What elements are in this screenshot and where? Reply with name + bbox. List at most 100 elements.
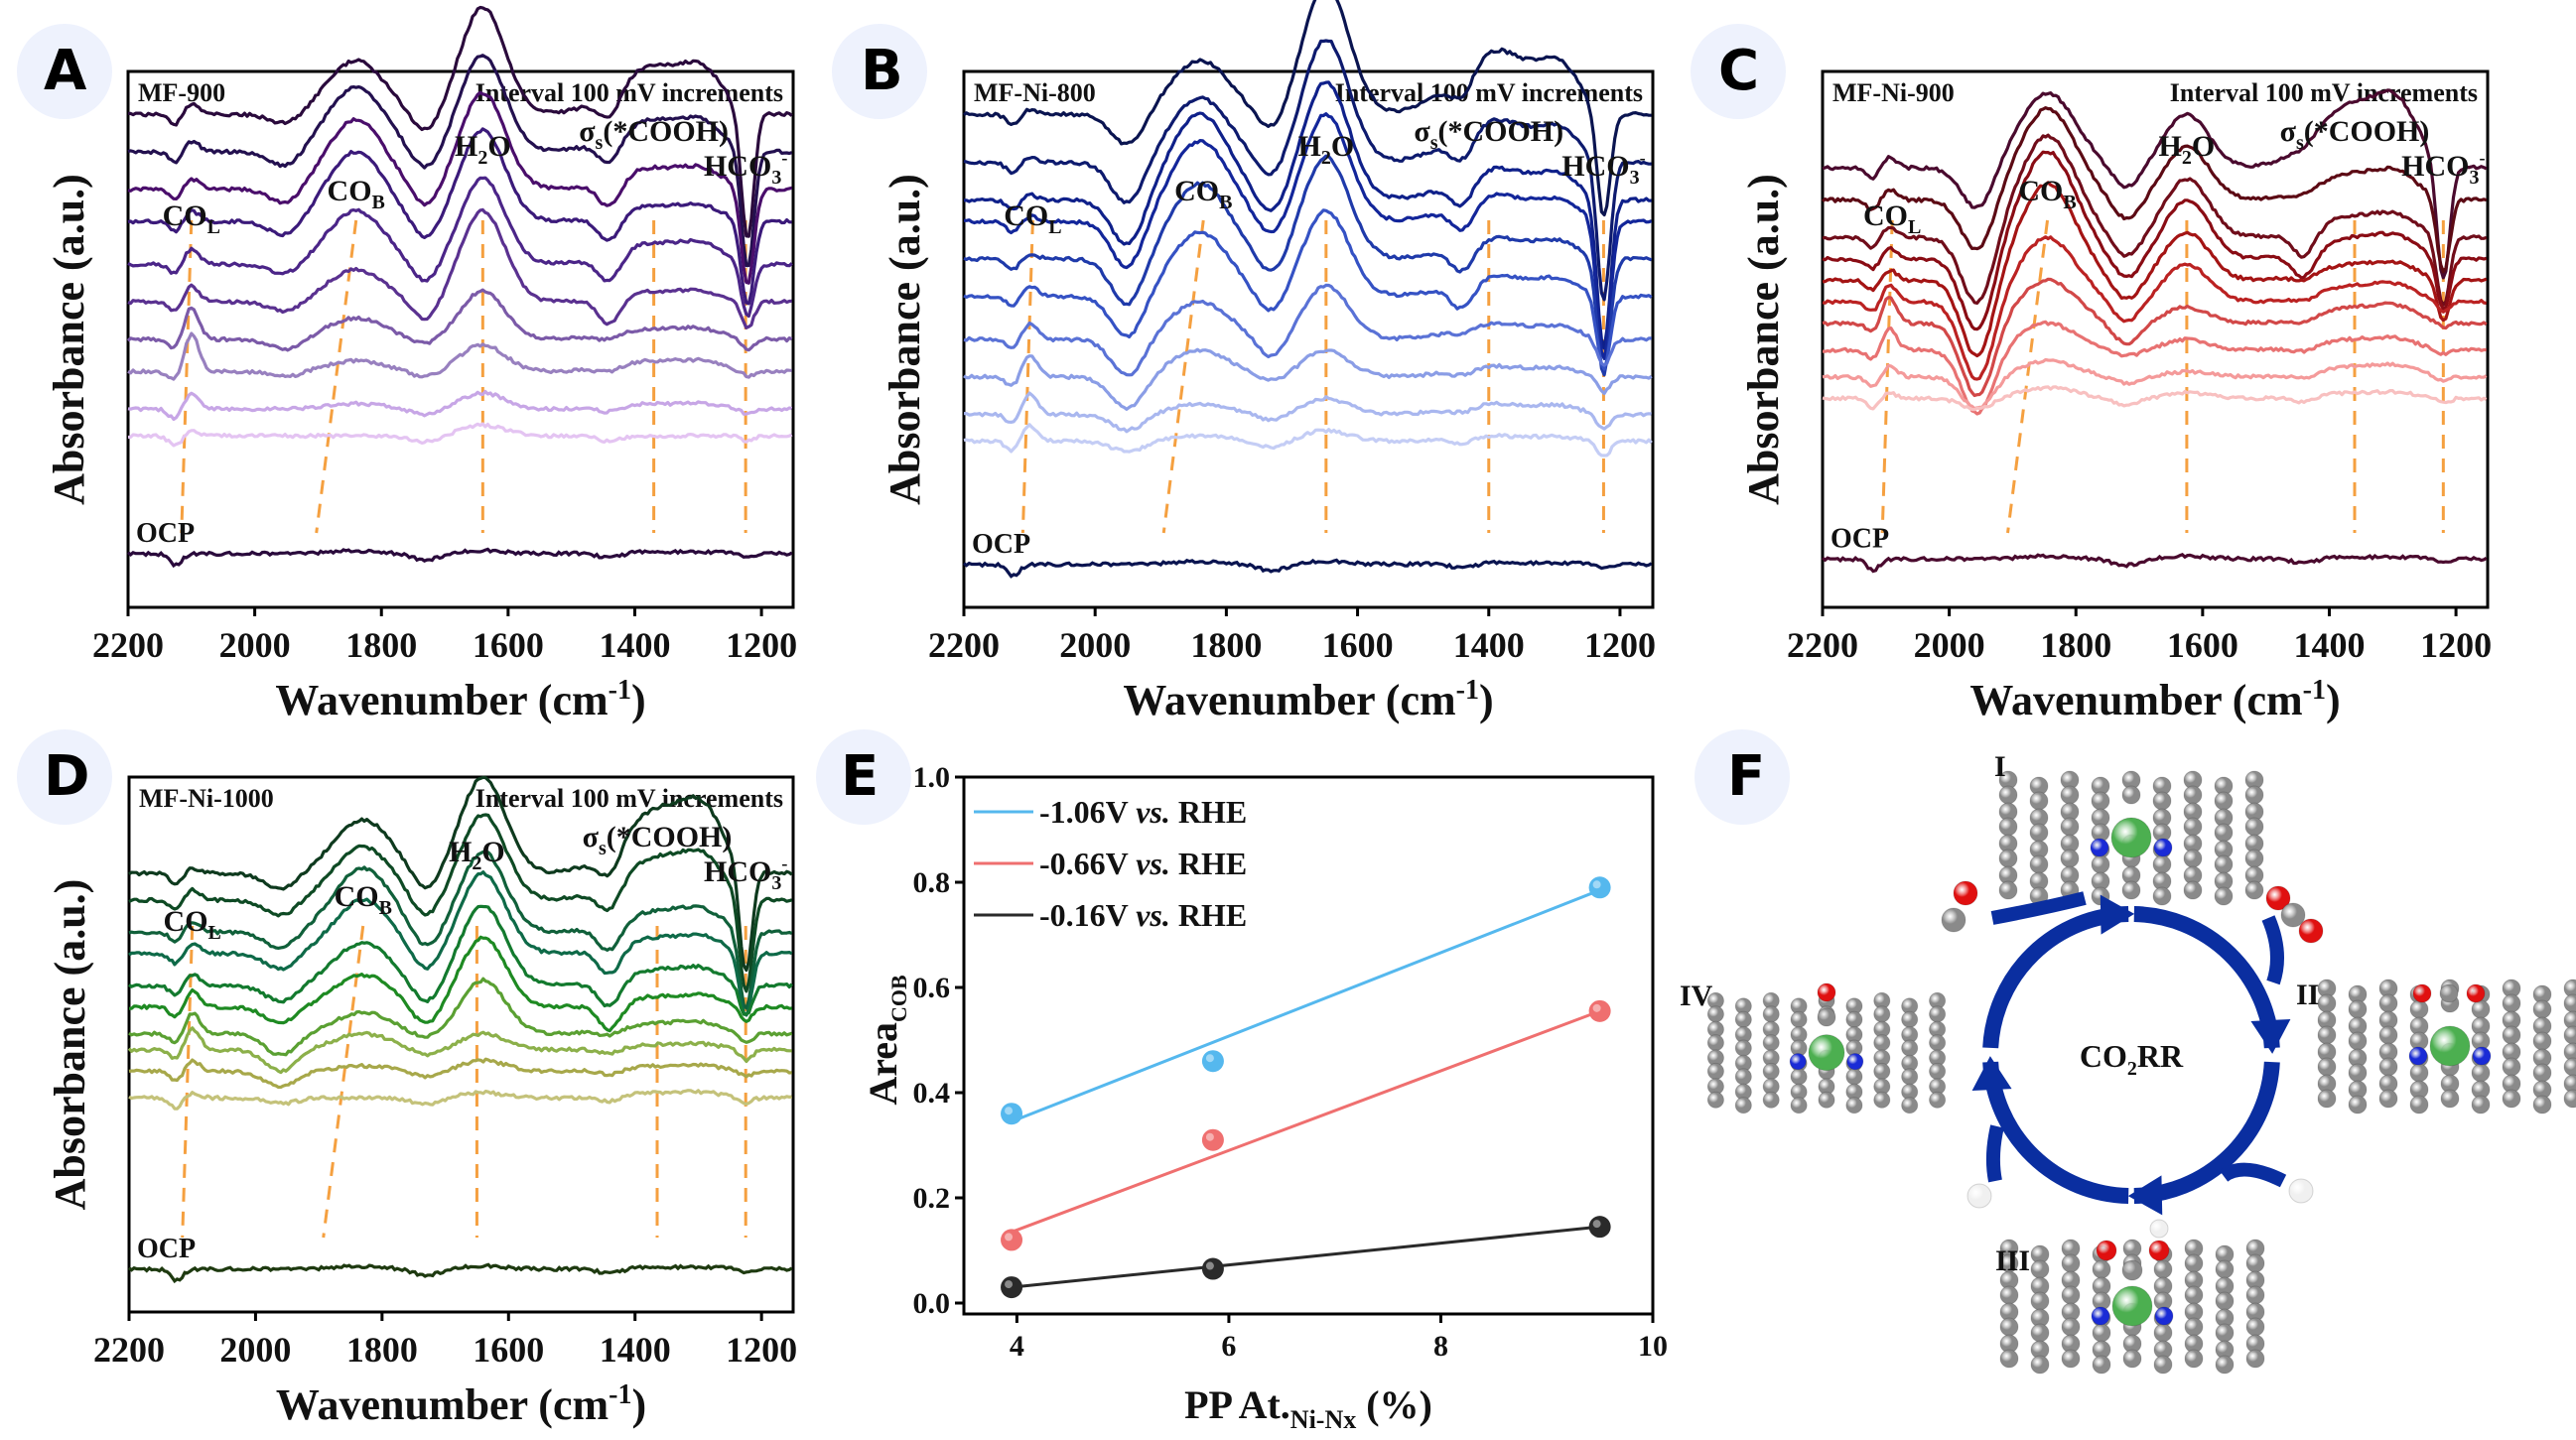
x-tick-label: 2000 [219, 1330, 291, 1370]
y-axis-label: Absorbance (a.u.) [1739, 174, 1788, 505]
annotation-post: O [2192, 130, 2215, 163]
carbon-atom [2317, 1025, 2337, 1045]
panel-b-letter: B [861, 39, 903, 103]
carbon-atom [2091, 791, 2110, 811]
data-point [1201, 1128, 1224, 1151]
annotation-main: CO [164, 905, 208, 938]
legend-label-ref: RHE [1170, 794, 1247, 830]
x-axis-label-close: ) [631, 1380, 646, 1429]
data-point-highlight [1005, 1107, 1014, 1115]
carbon-atom [2409, 1095, 2429, 1114]
data-point-highlight [1205, 1054, 1214, 1063]
x-tick-label: 1200 [1584, 625, 1656, 665]
x-axis-label: Wavenumber (cm-1) [1969, 675, 2340, 724]
x-axis-label-close: ) [2326, 676, 2341, 724]
x-tick-label: 2000 [1914, 625, 1985, 665]
spectrum-line [127, 331, 792, 381]
annotation-main: CO [328, 175, 372, 207]
annotation-sub: 3 [1630, 167, 1640, 189]
peak-annotation: COL [1863, 199, 1921, 238]
nitrogen-atom [2091, 1306, 2110, 1326]
carbon-atom [2061, 1285, 2081, 1305]
released-co-oxygen [1953, 880, 1978, 906]
plot-frame [127, 775, 795, 1314]
x-axis-label-post: (%) [1356, 1382, 1432, 1427]
spectrum-line [1822, 133, 2488, 307]
x-axis-label-sup: -1 [609, 1379, 631, 1410]
step-label-iv: IV [1680, 980, 1713, 1012]
carbon-atom [2532, 1063, 2552, 1083]
nitrogen-atom [1789, 1053, 1807, 1071]
carbon-atom [1706, 1062, 1725, 1081]
step-label-ii: II [2296, 979, 2319, 1011]
peak-annotation: COL [1004, 199, 1061, 238]
legend-label-vs: vs. [1136, 897, 1170, 933]
data-point-highlight [1205, 1261, 1214, 1270]
carbon-atom [1762, 1005, 1780, 1023]
annotation-sub: L [207, 216, 220, 238]
x-axis-label-text: Wavenumber (cm [1969, 676, 2302, 724]
carbon-atom [2502, 993, 2521, 1013]
ocp-spectrum-line [126, 547, 793, 569]
peak-guide-line [1020, 219, 1034, 534]
y-tick-label: 1.0 [913, 761, 951, 794]
spectrum-line [128, 850, 793, 1010]
x-tick-label: 1400 [599, 625, 670, 665]
spectrum-line [126, 288, 793, 352]
data-point-highlight [1005, 1280, 1014, 1289]
carbon-atom [2152, 791, 2172, 811]
annotation-sup: - [2480, 148, 2486, 168]
carbon-atom [2153, 1259, 2173, 1279]
data-point-highlight [1592, 1220, 1601, 1229]
spectrum-line [963, 283, 1652, 377]
annotation-sub: 3 [2470, 167, 2480, 189]
x-tick-label: 2200 [93, 1330, 165, 1370]
carbon-atom [2471, 1095, 2491, 1114]
annotation-sub: 2 [1321, 147, 1331, 169]
legend-label-vs: vs. [1136, 846, 1170, 881]
x-axis-label-text: Wavenumber (cm [276, 1380, 609, 1429]
carbon-atom [1929, 1034, 1947, 1052]
spectrum-line [1822, 320, 2487, 416]
carbon-atom [2029, 854, 2049, 874]
carbon-atom [2563, 1057, 2576, 1077]
x-tick-label: 1400 [1453, 625, 1525, 665]
nickel-atom [1808, 1034, 1845, 1072]
ocp-spectrum-line [127, 1262, 793, 1284]
carbon-atom [1998, 849, 2018, 868]
carbon-atom [2244, 880, 2264, 900]
annotation-sub: 2 [2182, 147, 2192, 169]
annotation-main: H [449, 836, 472, 868]
carbon-atom [2214, 886, 2234, 906]
carbon-atom [2121, 880, 2141, 900]
carbon-atom [1873, 1005, 1891, 1023]
spectrum-line [1822, 385, 2488, 412]
carbon-atom [2092, 1323, 2111, 1343]
carbon-atom [2030, 1323, 2050, 1343]
ocp-spectrum-line [1821, 552, 2488, 574]
y-tick-label: 0.6 [913, 972, 951, 1004]
data-point [1201, 1050, 1224, 1073]
spectrum-line [963, 80, 1652, 350]
carbon-atom [1929, 1091, 1947, 1109]
carbon-atom [2440, 1089, 2460, 1109]
carbon-atom [2563, 1089, 2576, 1109]
carbon-atom [1999, 1317, 2019, 1337]
x-tick-label: 8 [1433, 1330, 1448, 1363]
annotation-main: CO [1863, 199, 1908, 232]
spectrum-line [127, 5, 793, 238]
carbon-atom [1845, 1068, 1863, 1086]
chart-d: 2200 2000 1800 1600 1400 1200 Wavenumber (cm-1… [46, 775, 797, 1429]
annotation-post: O [1331, 130, 1354, 163]
carbon-atom [2183, 849, 2203, 868]
annotation-sub: 2 [477, 147, 487, 169]
proton-uptake-arrow-1 [2219, 1162, 2287, 1188]
legend-label-vs: vs. [1136, 794, 1170, 830]
legend-label: -0.66V vs. RHE [1039, 846, 1247, 881]
panel-b-badge [832, 24, 927, 119]
carbon-atom [2184, 1349, 2204, 1369]
carbon-atom [2502, 1057, 2521, 1077]
spectrum-line [127, 389, 793, 422]
carbon-atom [2060, 817, 2080, 837]
annotation-sub: 3 [771, 167, 781, 189]
